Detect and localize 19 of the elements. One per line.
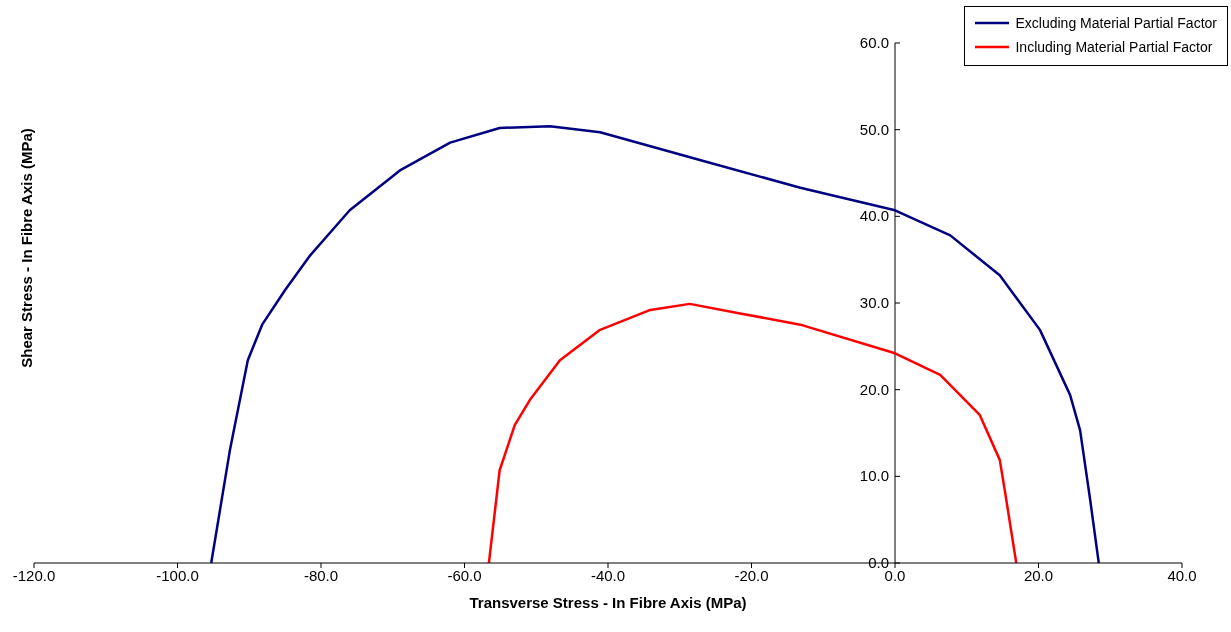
x-tick-label: 40.0 (1167, 566, 1197, 584)
y-tick-label: 40.0 (859, 207, 889, 225)
x-tick-label: -20.0 (734, 566, 769, 584)
y-tick-label: 0.0 (868, 554, 889, 571)
x-axis-title: Transverse Stress - In Fibre Axis (MPa) (469, 594, 747, 611)
y-tick-label: 10.0 (859, 467, 889, 485)
y-tick-label: 30.0 (859, 294, 889, 311)
y-tick-label: 50.0 (859, 120, 889, 138)
legend-label: Excluding Material Partial Factor (1015, 14, 1217, 33)
y-axis-title: Shear Stress - In Fibre Axis (MPa) (17, 128, 35, 368)
y-tick-label: 20.0 (859, 380, 889, 398)
x-tick-label: -80.0 (303, 566, 339, 584)
x-tick-label: -100.0 (156, 566, 199, 584)
legend-label: Including Material Partial Factor (1015, 38, 1213, 57)
x-tick-label: -120.0 (12, 566, 56, 584)
x-tick-label: 20.0 (1023, 566, 1054, 584)
x-tick-label: -60.0 (447, 566, 482, 584)
x-tick-label: -40.0 (590, 566, 626, 584)
y-tick-label: 60.0 (859, 34, 889, 51)
